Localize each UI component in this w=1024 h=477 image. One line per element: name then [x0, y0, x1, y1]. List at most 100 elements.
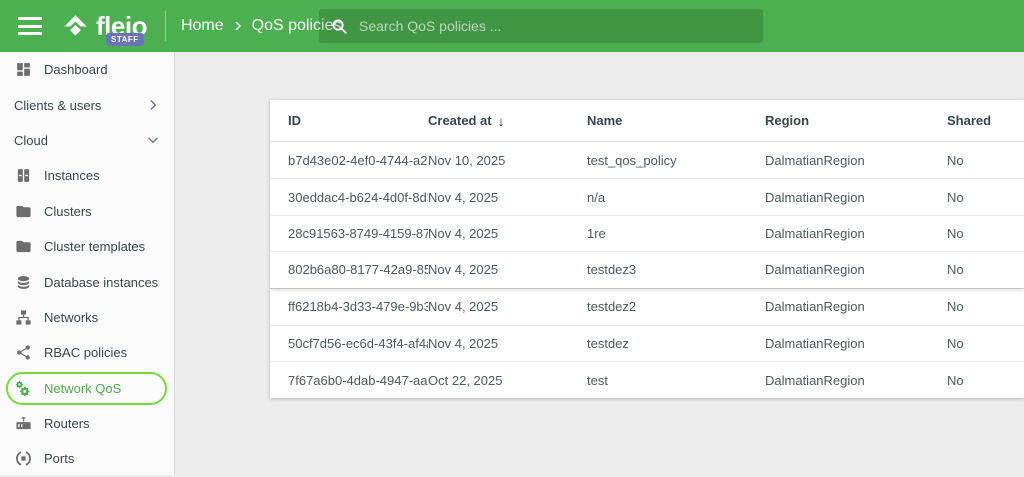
table-row[interactable]: 50cf7d56-ec6d-43f4-af4a-7... Nov 4, 2025…	[270, 325, 1024, 361]
search-input[interactable]	[359, 18, 751, 34]
sidebar-item-label: Instances	[44, 168, 100, 183]
dashboard-icon	[14, 61, 32, 79]
search-icon	[331, 18, 348, 35]
cell-id: 802b6a80-8177-42a9-85c7-...	[288, 262, 428, 277]
header-divider	[165, 11, 166, 41]
column-header-id[interactable]: ID	[288, 113, 428, 128]
share-icon	[14, 344, 32, 362]
table-row[interactable]: 802b6a80-8177-42a9-85c7-... Nov 4, 2025 …	[270, 251, 1024, 287]
sidebar-item-clients-users[interactable]: Clients & users	[0, 87, 174, 122]
sidebar-item-routers[interactable]: Routers	[0, 406, 174, 441]
cell-created-at: Nov 4, 2025	[428, 190, 587, 205]
table-row[interactable]: ff6218b4-3d33-479e-9b31-1d... Nov 4, 202…	[270, 289, 1024, 325]
cell-id: 50cf7d56-ec6d-43f4-af4a-7...	[288, 336, 428, 351]
cell-shared: No	[947, 226, 1024, 241]
column-header-label: Created at	[428, 113, 492, 128]
column-header-shared[interactable]: Shared	[947, 113, 1024, 128]
cell-id: b7d43e02-4ef0-4744-a28a-...	[288, 153, 428, 168]
cell-shared: No	[947, 190, 1024, 205]
breadcrumb-chevron-icon	[232, 20, 244, 32]
folder-icon	[14, 238, 32, 256]
sidebar-item-label: Database instances	[44, 275, 158, 290]
cell-created-at: Nov 10, 2025	[428, 153, 587, 168]
table-row[interactable]: 30eddac4-b624-4d0f-8d3f-... Nov 4, 2025 …	[270, 178, 1024, 214]
cell-id: ff6218b4-3d33-479e-9b31-1d...	[288, 299, 428, 314]
network-tree-icon	[14, 308, 32, 326]
sidebar-item-network-qos[interactable]: Network QoS	[0, 371, 174, 406]
hamburger-menu-icon[interactable]	[18, 17, 42, 35]
cell-name: n/a	[587, 190, 765, 205]
cell-shared: No	[947, 153, 1024, 168]
sidebar: Dashboard Clients & users Cloud Instance…	[0, 52, 175, 475]
sidebar-item-cloud[interactable]: Cloud	[0, 123, 174, 158]
cell-created-at: Nov 4, 2025	[428, 262, 587, 277]
cell-shared: No	[947, 336, 1024, 351]
cell-region: DalmatianRegion	[765, 373, 947, 388]
table-row[interactable]: 28c91563-8749-4159-8716-3... Nov 4, 2025…	[270, 215, 1024, 251]
breadcrumb: Home QoS policies	[181, 17, 342, 35]
cell-name: test	[587, 373, 765, 388]
sidebar-item-database-instances[interactable]: Database instances	[0, 264, 174, 299]
main-content: ID Created at ↓ Name Region Shared b7d43…	[176, 52, 1024, 475]
sidebar-item-label: Clients & users	[14, 98, 101, 113]
sidebar-item-label: Networks	[44, 310, 98, 325]
cell-id: 30eddac4-b624-4d0f-8d3f-...	[288, 190, 428, 205]
brand-logo[interactable]: fleio STAFF	[62, 13, 147, 40]
search-box[interactable]	[319, 9, 763, 43]
sidebar-item-networks[interactable]: Networks	[0, 300, 174, 335]
chevron-right-icon	[146, 98, 160, 112]
cell-shared: No	[947, 373, 1024, 388]
sidebar-item-label: Clusters	[44, 204, 92, 219]
cell-id: 7f67a6b0-4dab-4947-aa74-...	[288, 373, 428, 388]
cell-name: testdez3	[587, 262, 765, 277]
sidebar-item-label: Dashboard	[44, 62, 108, 77]
column-header-name[interactable]: Name	[587, 113, 765, 128]
cell-region: DalmatianRegion	[765, 226, 947, 241]
table-row[interactable]: b7d43e02-4ef0-4744-a28a-... Nov 10, 2025…	[270, 142, 1024, 178]
sidebar-item-cluster-templates[interactable]: Cluster templates	[0, 229, 174, 264]
router-icon	[14, 415, 32, 433]
cell-name: testdez2	[587, 299, 765, 314]
qos-policies-table: ID Created at ↓ Name Region Shared b7d43…	[270, 100, 1024, 398]
table-header-row: ID Created at ↓ Name Region Shared	[270, 100, 1024, 142]
ports-icon	[14, 450, 32, 468]
cell-region: DalmatianRegion	[765, 299, 947, 314]
gears-icon	[14, 379, 32, 397]
sidebar-item-label: Ports	[44, 451, 74, 466]
sort-desc-icon[interactable]: ↓	[498, 113, 505, 129]
cell-region: DalmatianRegion	[765, 336, 947, 351]
sidebar-item-label: Cluster templates	[44, 239, 145, 254]
cell-id: 28c91563-8749-4159-8716-3...	[288, 226, 428, 241]
column-header-region[interactable]: Region	[765, 113, 947, 128]
sidebar-item-label: Cloud	[14, 133, 48, 148]
cell-created-at: Oct 22, 2025	[428, 373, 587, 388]
folder-icon	[14, 202, 32, 220]
sidebar-item-ports[interactable]: Ports	[0, 441, 174, 476]
column-header-created-at[interactable]: Created at ↓	[428, 113, 587, 129]
sidebar-item-dashboard[interactable]: Dashboard	[0, 52, 174, 87]
cell-region: DalmatianRegion	[765, 153, 947, 168]
cell-name: test_qos_policy	[587, 153, 765, 168]
sidebar-item-label: Network QoS	[44, 381, 121, 396]
sidebar-item-rbac-policies[interactable]: RBAC policies	[0, 335, 174, 370]
cell-created-at: Nov 4, 2025	[428, 226, 587, 241]
top-bar: fleio STAFF Home QoS policies	[0, 0, 1024, 52]
cell-region: DalmatianRegion	[765, 190, 947, 205]
sidebar-item-clusters[interactable]: Clusters	[0, 194, 174, 229]
sidebar-item-label: Routers	[44, 416, 90, 431]
cell-created-at: Nov 4, 2025	[428, 336, 587, 351]
cell-shared: No	[947, 299, 1024, 314]
database-icon	[14, 273, 32, 291]
sidebar-item-label: RBAC policies	[44, 345, 127, 360]
sidebar-item-instances[interactable]: Instances	[0, 158, 174, 193]
instances-icon	[14, 167, 32, 185]
cell-name: 1re	[587, 226, 765, 241]
cell-shared: No	[947, 262, 1024, 277]
cell-name: testdez	[587, 336, 765, 351]
table-row[interactable]: 7f67a6b0-4dab-4947-aa74-... Oct 22, 2025…	[270, 361, 1024, 397]
cell-region: DalmatianRegion	[765, 262, 947, 277]
cell-created-at: Nov 4, 2025	[428, 299, 587, 314]
fleio-logo-icon	[62, 13, 89, 40]
breadcrumb-home[interactable]: Home	[181, 17, 224, 35]
staff-badge: STAFF	[106, 33, 144, 46]
